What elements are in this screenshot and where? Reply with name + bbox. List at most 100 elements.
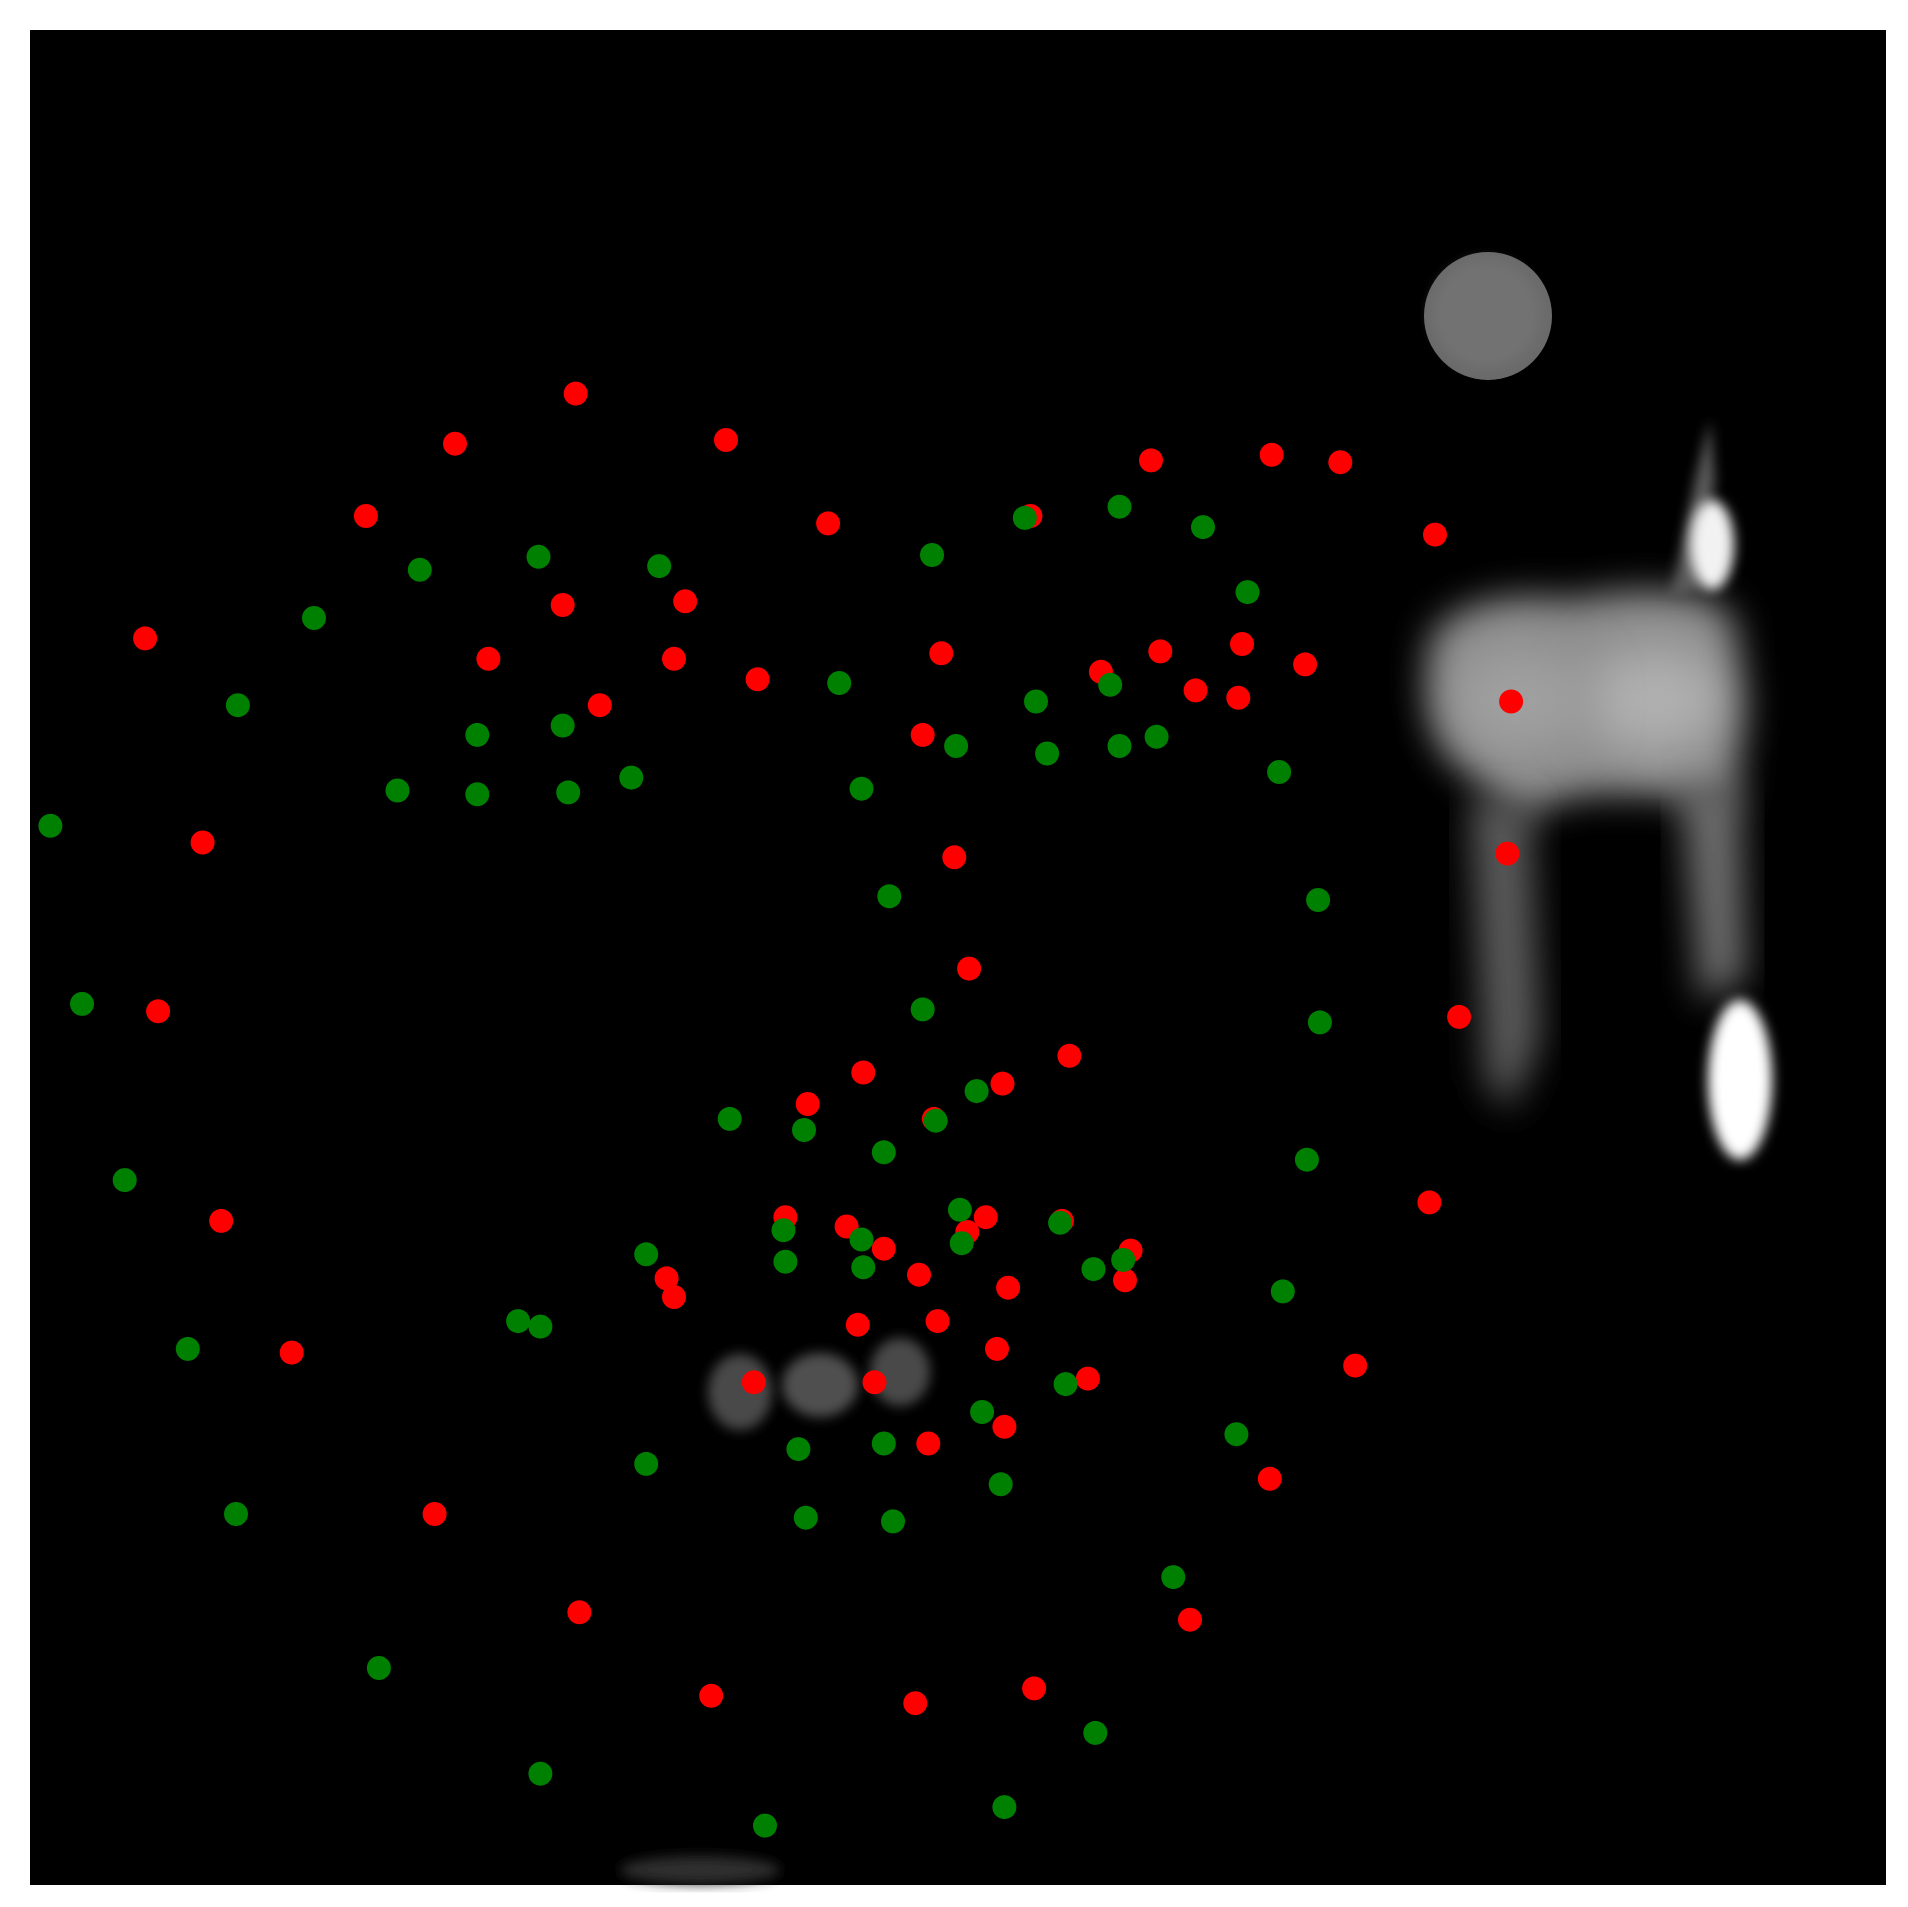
red-point-61 — [1258, 1467, 1282, 1491]
green-point-67 — [753, 1814, 777, 1838]
green-point-28 — [70, 992, 94, 1016]
green-point-26 — [877, 884, 901, 908]
red-point-34 — [796, 1092, 820, 1116]
green-point-20 — [465, 782, 489, 806]
red-point-15 — [746, 667, 770, 691]
red-point-29 — [957, 957, 981, 981]
green-point-52 — [1054, 1372, 1078, 1396]
red-point-52 — [926, 1309, 950, 1333]
green-point-32 — [718, 1107, 742, 1131]
green-point-15 — [944, 734, 968, 758]
green-point-65 — [528, 1762, 552, 1786]
green-point-13 — [465, 723, 489, 747]
red-point-57 — [863, 1370, 887, 1394]
red-point-13 — [476, 647, 500, 671]
red-point-55 — [1343, 1354, 1367, 1378]
green-point-54 — [786, 1437, 810, 1461]
green-point-17 — [1108, 734, 1132, 758]
red-point-1 — [443, 432, 467, 456]
red-point-31 — [146, 999, 170, 1023]
green-point-46 — [1082, 1257, 1106, 1281]
green-point-16 — [1035, 742, 1059, 766]
red-point-25 — [1499, 690, 1523, 714]
red-point-23 — [1226, 686, 1250, 710]
green-point-4 — [527, 545, 551, 569]
green-point-41 — [950, 1231, 974, 1255]
green-point-40 — [948, 1198, 972, 1222]
red-point-58 — [1076, 1367, 1100, 1391]
red-point-64 — [1178, 1608, 1202, 1632]
green-point-44 — [773, 1250, 797, 1274]
green-point-51 — [176, 1337, 200, 1361]
red-point-10 — [133, 626, 157, 650]
green-point-23 — [850, 777, 874, 801]
green-point-45 — [851, 1255, 875, 1279]
red-point-24 — [911, 723, 935, 747]
red-point-47 — [872, 1237, 896, 1261]
green-point-60 — [794, 1506, 818, 1530]
green-point-14 — [551, 714, 575, 738]
red-point-46 — [662, 1285, 686, 1309]
green-point-48 — [1271, 1279, 1295, 1303]
red-point-9 — [1423, 523, 1447, 547]
red-point-26 — [191, 831, 215, 855]
red-point-49 — [996, 1276, 1020, 1300]
green-point-50 — [528, 1315, 552, 1339]
red-point-50 — [1113, 1268, 1137, 1292]
red-point-12 — [673, 589, 697, 613]
green-point-1 — [1108, 495, 1132, 519]
green-point-29 — [911, 997, 935, 1021]
green-point-30 — [1308, 1010, 1332, 1034]
green-point-9 — [226, 693, 250, 717]
red-point-67 — [1022, 1676, 1046, 1700]
green-point-25 — [38, 814, 62, 838]
red-point-51 — [846, 1313, 870, 1337]
red-point-38 — [1417, 1190, 1441, 1214]
red-point-21 — [1293, 652, 1317, 676]
green-point-39 — [850, 1228, 874, 1252]
red-point-48 — [907, 1263, 931, 1287]
red-point-35 — [991, 1072, 1015, 1096]
red-point-32 — [1057, 1044, 1081, 1068]
green-point-63 — [367, 1656, 391, 1680]
green-point-37 — [113, 1168, 137, 1192]
green-point-49 — [506, 1309, 530, 1333]
green-point-42 — [1048, 1211, 1072, 1235]
green-point-18 — [1145, 725, 1169, 749]
green-point-5 — [408, 558, 432, 582]
red-point-3 — [354, 504, 378, 528]
green-point-59 — [224, 1502, 248, 1526]
green-point-35 — [872, 1140, 896, 1164]
red-point-20 — [1230, 632, 1254, 656]
green-point-11 — [1098, 673, 1122, 697]
red-point-19 — [1148, 639, 1172, 663]
red-point-33 — [851, 1061, 875, 1085]
green-point-24 — [1267, 760, 1291, 784]
red-point-65 — [699, 1684, 723, 1708]
red-point-60 — [992, 1415, 1016, 1439]
red-point-17 — [929, 641, 953, 665]
green-point-10 — [827, 671, 851, 695]
green-point-64 — [1083, 1721, 1107, 1745]
green-point-7 — [302, 606, 326, 630]
green-point-53 — [970, 1400, 994, 1424]
red-point-37 — [209, 1209, 233, 1233]
green-point-21 — [556, 780, 580, 804]
red-point-54 — [280, 1341, 304, 1365]
red-point-7 — [1328, 450, 1352, 474]
green-point-66 — [992, 1795, 1016, 1819]
green-point-57 — [1224, 1422, 1248, 1446]
green-point-3 — [920, 543, 944, 567]
green-point-27 — [1306, 888, 1330, 912]
red-point-63 — [567, 1600, 591, 1624]
green-point-12 — [1024, 690, 1048, 714]
green-point-36 — [1295, 1148, 1319, 1172]
red-point-66 — [903, 1691, 927, 1715]
red-point-28 — [1495, 842, 1519, 866]
red-point-27 — [942, 845, 966, 869]
green-point-6 — [647, 554, 671, 578]
gray-disk-inner — [1432, 260, 1540, 368]
red-point-0 — [564, 382, 588, 406]
green-point-56 — [634, 1452, 658, 1476]
red-point-6 — [1260, 443, 1284, 467]
